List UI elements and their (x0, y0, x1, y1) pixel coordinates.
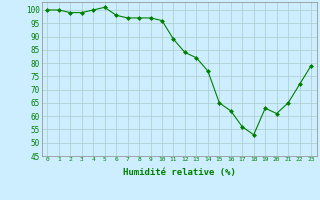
X-axis label: Humidité relative (%): Humidité relative (%) (123, 168, 236, 177)
